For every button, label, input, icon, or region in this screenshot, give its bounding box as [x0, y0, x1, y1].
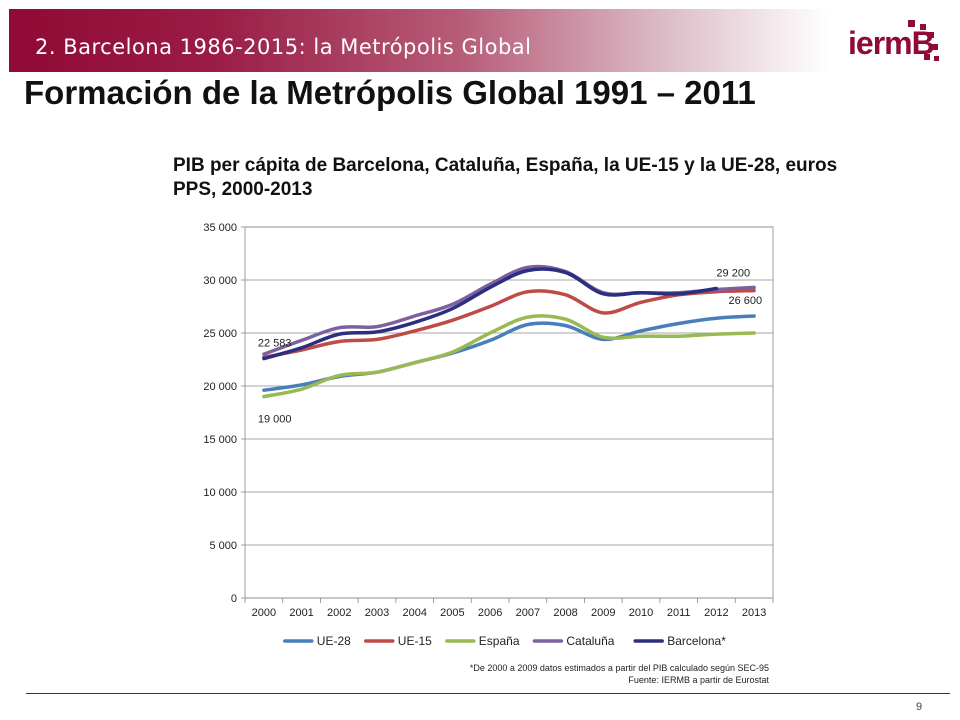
logo-text: iermB	[848, 25, 934, 61]
y-tick-label: 30 000	[203, 275, 237, 287]
x-tick-label: 2011	[667, 607, 691, 619]
series-line-barcelona	[262, 267, 719, 361]
x-tick-label: 2002	[327, 607, 351, 619]
footer-divider	[26, 693, 950, 694]
x-tick-label: 2005	[440, 607, 464, 619]
chart-title: PIB per cápita de Barcelona, Cataluña, E…	[173, 155, 838, 200]
x-tick-label: 2008	[553, 607, 577, 619]
x-tick-label: 2006	[478, 607, 502, 619]
legend-label: UE-15	[398, 634, 432, 648]
x-tick-label: 2012	[704, 607, 728, 619]
y-tick-label: 10 000	[203, 487, 237, 499]
data-label: 19 000	[258, 414, 292, 426]
x-tick-label: 2013	[742, 607, 766, 619]
footnote-methodology: *De 2000 a 2009 datos estimados a partir…	[469, 663, 769, 673]
y-tick-label: 25 000	[203, 328, 237, 340]
data-label: 26 600	[728, 295, 762, 307]
x-tick-label: 2000	[252, 607, 276, 619]
plot-area-frame	[244, 226, 774, 599]
x-tick-label: 2010	[629, 607, 653, 619]
x-tick-label: 2007	[516, 607, 540, 619]
footnote-source: Fuente: IERMB a partir de Eurostat	[628, 675, 769, 685]
iermb-logo: iermB	[848, 20, 939, 61]
page-number: 9	[916, 701, 923, 713]
series-line-espa-a	[262, 314, 756, 399]
x-tick-label: 2001	[289, 607, 313, 619]
legend-label: España	[479, 634, 520, 648]
x-tick-label: 2009	[591, 607, 615, 619]
x-tick-label: 2004	[402, 607, 426, 619]
legend-label: Barcelona*	[667, 634, 726, 648]
data-label: 29 200	[716, 267, 750, 279]
data-label: 22 583	[258, 338, 292, 350]
slide-title: Formación de la Metrópolis Global 1991 –…	[24, 74, 756, 111]
header-banner: 2. Barcelona 1986-2015: la Metrópolis Gl…	[9, 9, 829, 72]
footnote: *De 2000 a 2009 datos estimados a partir…	[470, 662, 769, 686]
y-tick-label: 5 000	[209, 540, 237, 552]
x-tick-label: 2003	[365, 607, 389, 619]
y-tick-label: 35 000	[203, 222, 237, 234]
legend-label: UE-28	[317, 634, 351, 648]
y-tick-label: 15 000	[203, 434, 237, 446]
line-chart: 0 5 000 10 000 15 000 20 000 25 000 30 000 35 0…	[203, 222, 774, 648]
y-tick-label: 20 000	[203, 381, 237, 393]
legend-label: Cataluña	[566, 634, 614, 648]
y-tick-label: 0	[231, 593, 237, 605]
section-label: 2. Barcelona 1986-2015: la Metrópolis Gl…	[35, 35, 532, 59]
